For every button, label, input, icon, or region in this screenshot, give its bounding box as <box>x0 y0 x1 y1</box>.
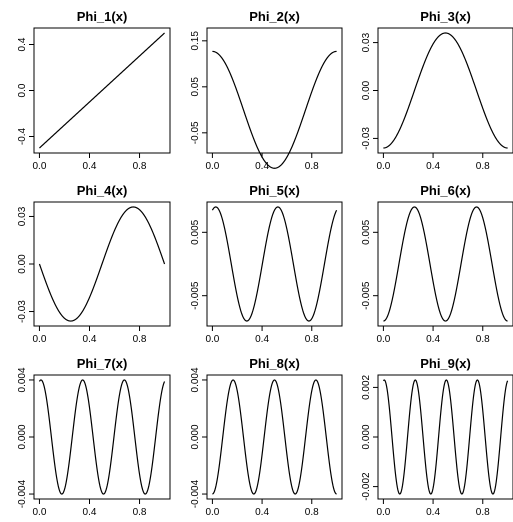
panel-3: Phi_3(x) 0.0 0.4 0.8 -0.03 0.00 0.03 <box>361 9 513 172</box>
y-tick-label: 0.05 <box>190 77 201 97</box>
y-tick-label: -0.004 <box>190 479 201 508</box>
panel-title: Phi_2(x) <box>249 9 300 24</box>
x-tick-label: 0.8 <box>305 507 319 518</box>
y-tick-label: -0.005 <box>361 281 372 310</box>
y-tick-label: -0.05 <box>190 121 201 144</box>
x-tick-label: 0.4 <box>255 161 269 172</box>
series-line <box>38 379 166 495</box>
y-tick-label: -0.002 <box>361 472 372 501</box>
y-tick-label: 0.0 <box>17 83 28 97</box>
y-tick-label: 0.000 <box>190 424 201 449</box>
y-tick-label: 0.004 <box>17 367 28 392</box>
x-tick-label: 0.8 <box>476 334 490 345</box>
x-tick-label: 0.0 <box>32 334 46 345</box>
x-tick-label: 0.4 <box>255 334 269 345</box>
x-tick-label: 0.0 <box>205 161 219 172</box>
y-tick-label: 0.005 <box>190 219 201 244</box>
y-tick-label: 0.4 <box>17 37 28 51</box>
panel-1: Phi_1(x) 0.0 0.4 0.8 -0.4 0.0 0.4 <box>17 9 171 172</box>
plot-frame <box>206 201 343 327</box>
y-tick-label: 0.000 <box>17 424 28 449</box>
panel-title: Phi_1(x) <box>77 9 128 24</box>
x-tick-label: 0.8 <box>305 334 319 345</box>
series-line <box>212 379 337 495</box>
y-tick-label: -0.005 <box>190 281 201 310</box>
x-tick-label: 0.4 <box>83 507 97 518</box>
panel-title: Phi_6(x) <box>420 183 471 198</box>
y-tick-label: 0.00 <box>361 80 372 100</box>
x-tick-label: 0.4 <box>426 334 440 345</box>
plot-frame <box>206 374 343 500</box>
series-line <box>383 32 508 149</box>
plot-frame <box>206 27 343 154</box>
panel-title: Phi_3(x) <box>420 9 471 24</box>
plot-frame <box>377 374 513 500</box>
x-tick-label: 0.4 <box>255 507 269 518</box>
x-tick-label: 0.8 <box>133 334 147 345</box>
panel-8: Phi_8(x) 0.0 0.4 0.8 -0.004 0.000 0.004 <box>190 356 343 518</box>
y-tick-label: 0.03 <box>361 32 372 52</box>
x-tick-label: 0.0 <box>32 161 46 172</box>
y-tick-label: -0.004 <box>17 479 28 508</box>
y-tick-label: 0.000 <box>361 424 372 449</box>
panel-2: Phi_2(x) 0.0 0.4 0.8 -0.05 0.05 0.15 <box>190 9 343 172</box>
y-tick-label: 0.004 <box>190 367 201 392</box>
y-tick-label: 0.03 <box>17 206 28 226</box>
panel-6: Phi_6(x) 0.0 0.4 0.8 -0.005 0.005 <box>361 183 513 345</box>
y-tick-label: 0.15 <box>190 31 201 51</box>
x-tick-label: 0.4 <box>426 507 440 518</box>
x-tick-label: 0.0 <box>32 507 46 518</box>
x-tick-label: 0.8 <box>476 161 490 172</box>
y-tick-label: 0.002 <box>361 374 372 399</box>
panel-7: Phi_7(x) 0.0 0.4 0.8 -0.004 0.000 0.004 <box>17 356 171 518</box>
y-tick-label: -0.4 <box>17 127 28 145</box>
panel-9: Phi_9(x) 0.0 0.4 0.8 -0.002 0.000 0.002 <box>361 356 513 518</box>
series-line <box>382 379 509 495</box>
x-tick-label: 0.0 <box>205 334 219 345</box>
panel-title: Phi_4(x) <box>77 183 128 198</box>
series-line <box>383 206 508 322</box>
x-tick-label: 0.0 <box>376 334 390 345</box>
series-line <box>212 50 337 169</box>
x-tick-label: 0.4 <box>83 161 97 172</box>
x-tick-label: 0.8 <box>133 161 147 172</box>
panel-title: Phi_7(x) <box>77 356 128 371</box>
y-tick-label: -0.03 <box>17 300 28 323</box>
panel-4: Phi_4(x) 0.0 0.4 0.8 -0.03 0.00 0.03 <box>17 183 171 345</box>
x-tick-label: 0.0 <box>376 161 390 172</box>
y-tick-label: -0.03 <box>361 127 372 150</box>
panel-title: Phi_5(x) <box>249 183 300 198</box>
x-tick-label: 0.4 <box>426 161 440 172</box>
series-line <box>39 32 165 149</box>
series-line <box>38 206 166 322</box>
panel-5: Phi_5(x) 0.0 0.4 0.8 -0.005 0.005 <box>190 183 343 345</box>
x-tick-label: 0.8 <box>133 507 147 518</box>
y-tick-label: 0.00 <box>17 254 28 274</box>
x-tick-label: 0.8 <box>476 507 490 518</box>
panel-title: Phi_8(x) <box>249 356 300 371</box>
panel-title: Phi_9(x) <box>420 356 471 371</box>
plot-frame <box>377 201 513 327</box>
x-tick-label: 0.4 <box>83 334 97 345</box>
x-tick-label: 0.8 <box>305 161 319 172</box>
x-tick-label: 0.0 <box>205 507 219 518</box>
y-tick-label: 0.005 <box>361 219 372 244</box>
series-line <box>211 206 338 322</box>
x-tick-label: 0.0 <box>376 507 390 518</box>
plot-frame <box>377 27 513 154</box>
